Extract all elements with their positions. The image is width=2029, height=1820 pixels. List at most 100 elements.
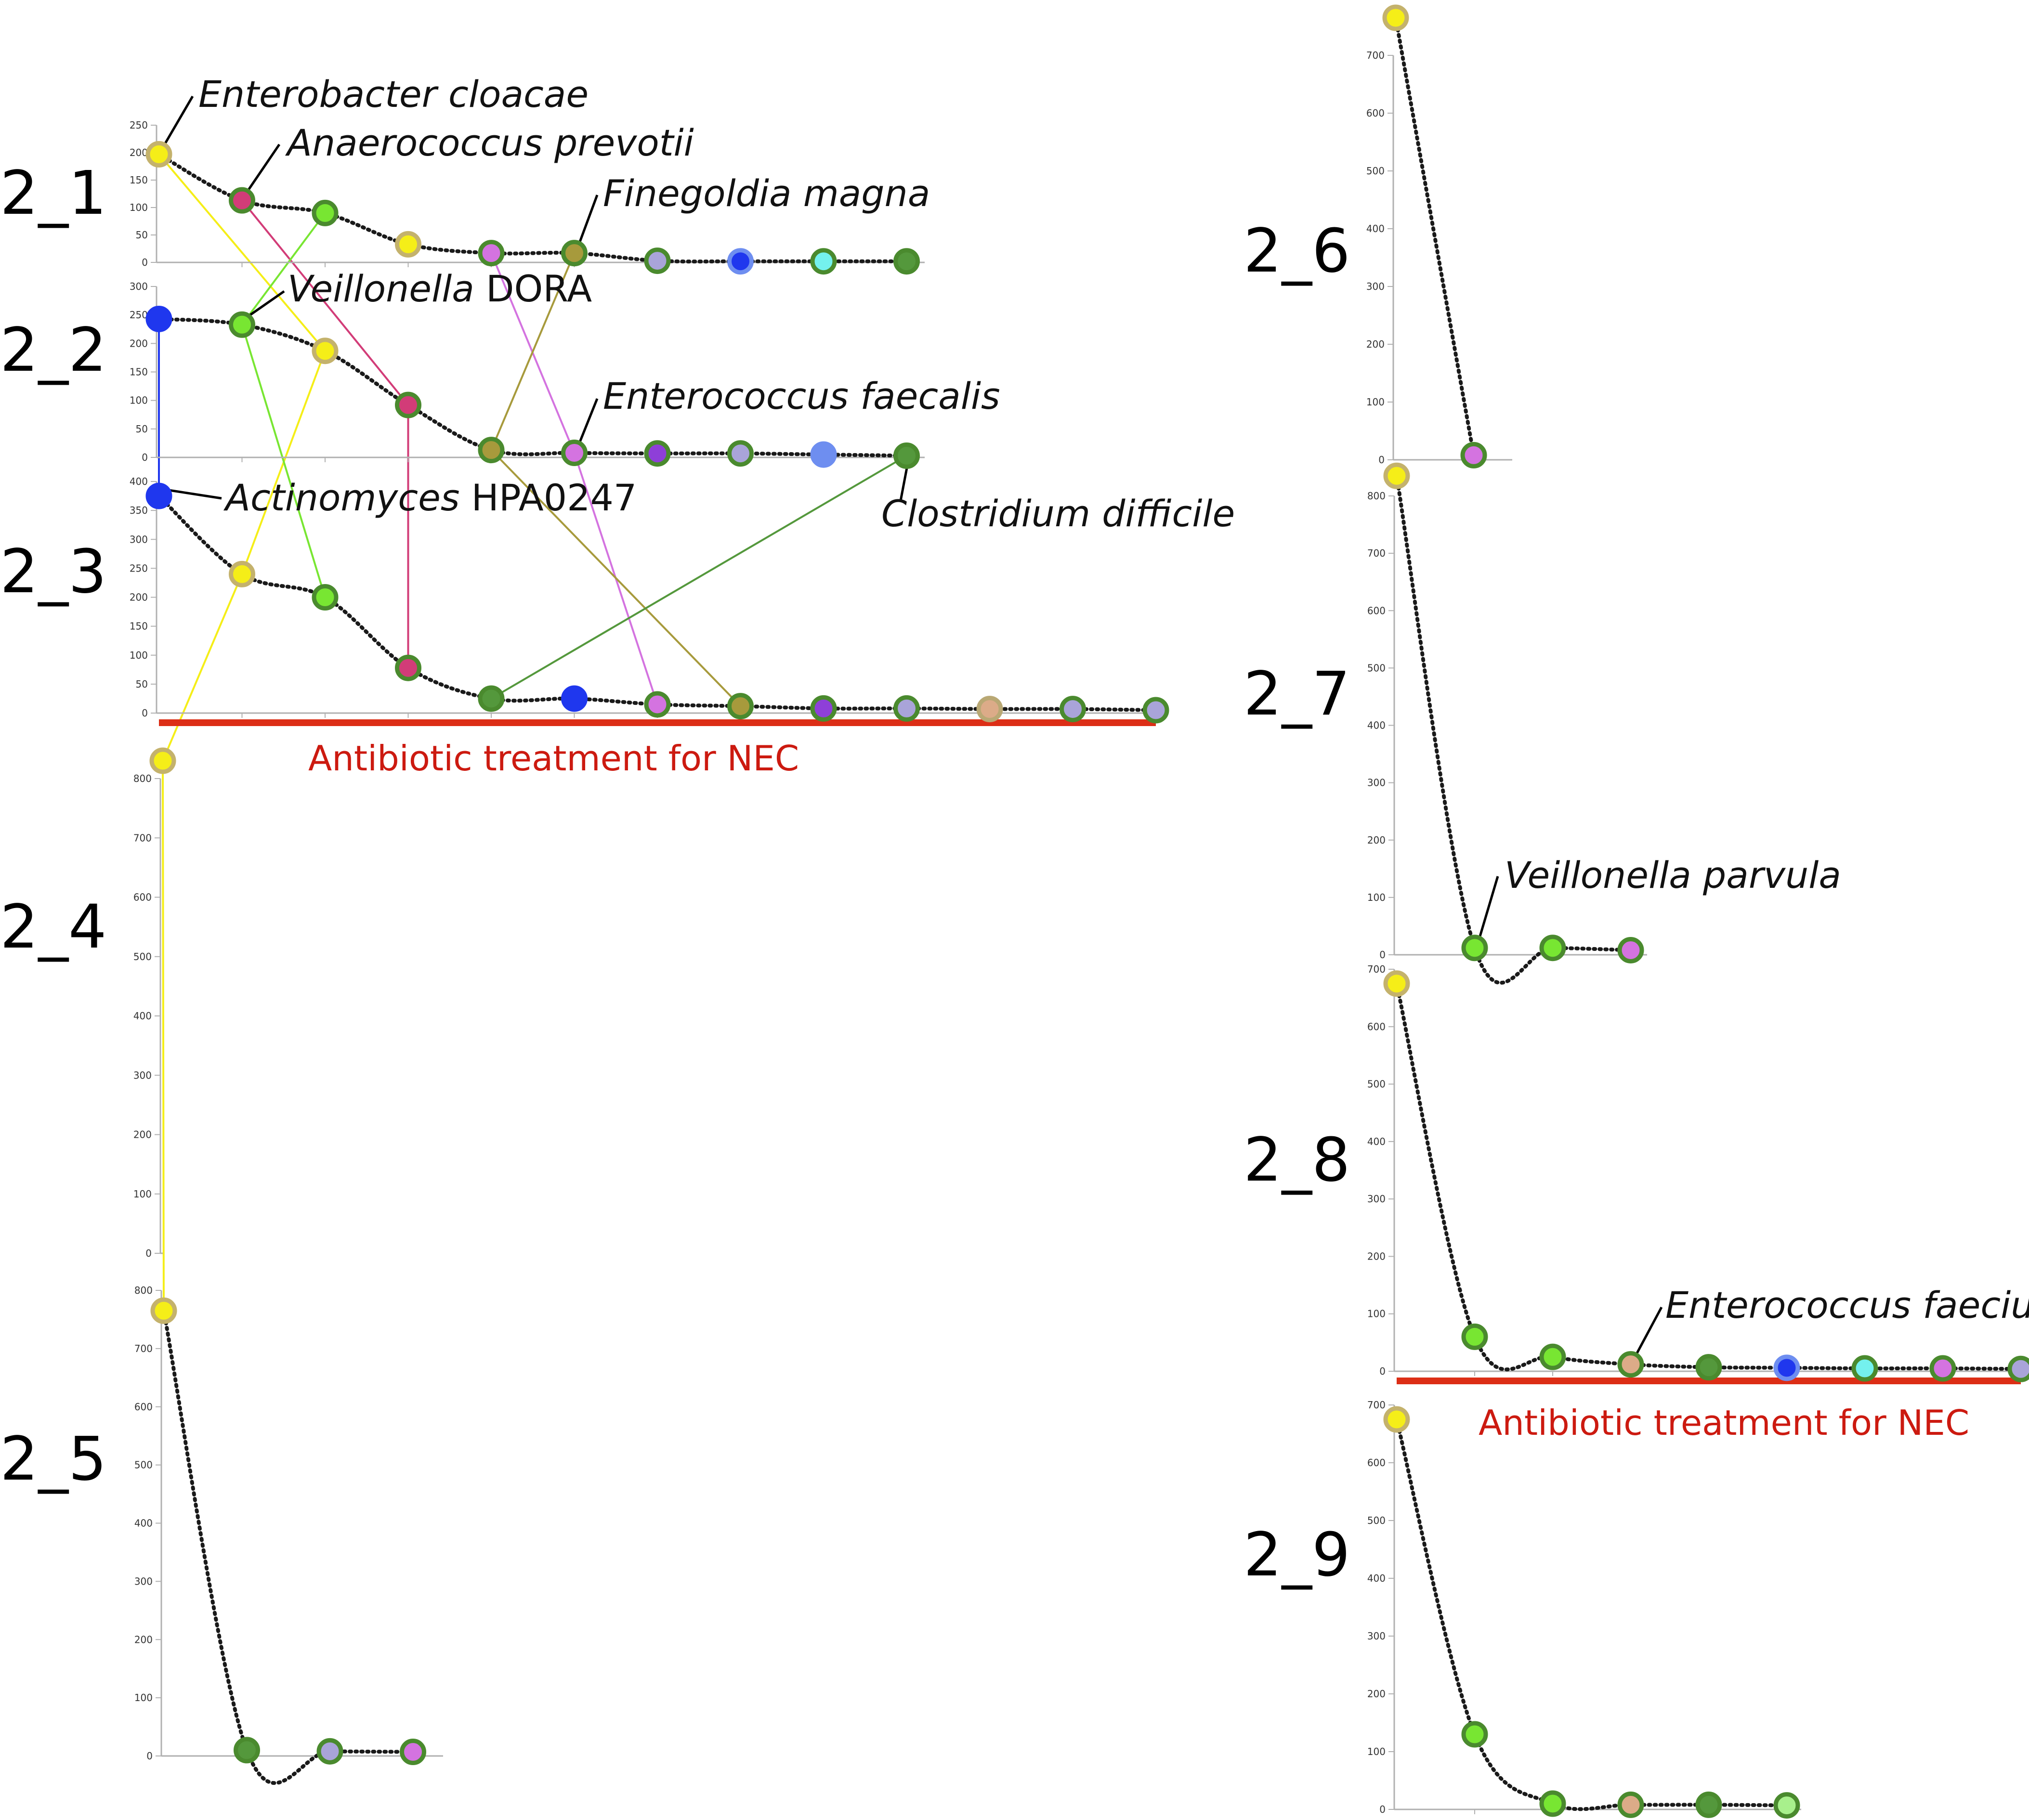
data-point <box>1539 1343 1566 1370</box>
trend-line-2-5 <box>162 1309 415 1785</box>
y-tick-label: 600 <box>1367 1021 1386 1032</box>
callout-line <box>161 95 194 148</box>
trend-line-2-6 <box>1394 16 1476 457</box>
y-tick-label: 50 <box>136 229 148 241</box>
callout-line <box>162 488 222 500</box>
y-tick-label: 0 <box>146 1750 153 1762</box>
data-point <box>400 1739 426 1766</box>
trend-line-2-1 <box>157 152 909 264</box>
y-tick-label: 700 <box>1366 50 1385 61</box>
treatment-bars <box>159 719 2021 1384</box>
data-point <box>727 693 754 720</box>
y-tick-label: 700 <box>1367 547 1386 559</box>
treatment-label-left: Antibiotic treatment for NEC <box>308 738 799 779</box>
data-point <box>1539 935 1566 962</box>
y-tick-label: 600 <box>134 1401 153 1413</box>
y-tick-label: 100 <box>1366 396 1385 408</box>
y-tick-label: 200 <box>134 1634 153 1645</box>
y-tick-label: 200 <box>1367 1688 1386 1700</box>
data-point <box>312 584 339 611</box>
panel-label-2-3: 2_3 <box>0 537 107 607</box>
data-point <box>145 305 172 332</box>
treatment-labels: Antibiotic treatment for NEC Antibiotic … <box>308 738 1969 1443</box>
trend-line-2-8 <box>1395 981 2023 1372</box>
data-point <box>644 247 671 274</box>
y-tick-label: 0 <box>145 1248 152 1259</box>
panel-label-2-5: 2_5 <box>0 1424 107 1494</box>
y-tick-label: 0 <box>1379 1365 1386 1377</box>
y-tick-label: 500 <box>1367 662 1386 674</box>
data-point <box>478 437 505 464</box>
y-tick-label: 0 <box>1379 949 1386 961</box>
data-point <box>561 685 588 712</box>
y-tick-label: 200 <box>1367 1250 1386 1262</box>
y-tick-label: 0 <box>142 707 148 719</box>
data-point <box>395 391 421 418</box>
data-point <box>893 442 920 469</box>
callout-line <box>577 195 599 247</box>
y-tick-label: 300 <box>130 281 148 292</box>
species-label-part: Clostridium difficile <box>881 492 1235 535</box>
data-point <box>1383 462 1410 489</box>
y-tick-label: 600 <box>1366 107 1385 119</box>
y-tick-label: 800 <box>134 1285 153 1296</box>
species-label-part: DORA <box>474 267 592 310</box>
axes: 2502001501005003002502001501005004003503… <box>130 50 2008 1815</box>
data-point <box>810 441 837 468</box>
connection-line-lime <box>241 212 326 325</box>
y-tick-label: 250 <box>130 119 148 131</box>
y-tick-label: 700 <box>133 832 152 844</box>
y-tick-label: 0 <box>142 452 148 463</box>
y-tick-label: 500 <box>134 1459 153 1471</box>
data-point <box>1461 1721 1488 1748</box>
panel-label-2-4: 2_4 <box>0 892 107 962</box>
callout-line <box>245 290 285 319</box>
data-point <box>1929 1355 1956 1382</box>
data-point <box>145 482 172 509</box>
y-tick-label: 600 <box>133 892 152 903</box>
data-point <box>312 338 339 364</box>
y-tick-label: 150 <box>130 621 148 632</box>
data-point <box>229 311 255 338</box>
y-tick-label: 300 <box>1367 777 1386 789</box>
connection-line-olive <box>490 252 576 451</box>
y-tick-label: 600 <box>1367 1457 1386 1469</box>
connection-line-yellow <box>162 761 165 1311</box>
species-label-enterobacter-cloacae: Enterobacter cloacae <box>198 73 589 116</box>
panel-label-2-7: 2_7 <box>1244 659 1350 729</box>
y-tick-label: 400 <box>134 1518 153 1529</box>
y-tick-label: 350 <box>130 505 148 516</box>
data-point <box>1383 1406 1410 1433</box>
data-point <box>150 1297 177 1324</box>
data-point <box>478 240 505 267</box>
callout-line <box>1477 876 1499 942</box>
data-point <box>727 248 754 275</box>
data-point <box>644 440 671 467</box>
data-point <box>1617 1351 1644 1378</box>
y-tick-label: 50 <box>136 423 148 435</box>
panel-label-2-1: 2_1 <box>0 158 107 228</box>
data-point <box>229 560 255 587</box>
data-point <box>893 695 920 722</box>
species-label-finegoldia-magna: Finegoldia magna <box>603 172 930 215</box>
trend-line-2-2 <box>157 317 909 458</box>
y-tick-label: 100 <box>134 1692 153 1703</box>
y-tick-label: 600 <box>1367 605 1386 616</box>
species-label-part: Enterobacter cloacae <box>198 73 589 116</box>
species-label-enterococcus-faecalis: Enterococcus faecalis <box>603 375 1000 417</box>
species-labels: Enterobacter cloacae Anaerococcus prevot… <box>198 73 2029 1326</box>
y-tick-label: 0 <box>1379 1804 1386 1815</box>
species-label-enterococcus-faecium: Enterococcus faecium <box>1665 1284 2029 1326</box>
species-label-part: HPA0247 <box>460 476 637 519</box>
data-point <box>1382 4 1409 31</box>
y-tick-label: 500 <box>1367 1079 1386 1090</box>
y-tick-label: 300 <box>1367 1630 1386 1642</box>
data-point <box>893 248 920 275</box>
y-tick-label: 200 <box>130 147 148 158</box>
connection-line-olive <box>490 449 741 707</box>
data-point <box>1461 1323 1488 1350</box>
data-point <box>234 1737 260 1764</box>
y-tick-label: 100 <box>130 395 148 406</box>
y-tick-label: 300 <box>130 533 148 545</box>
